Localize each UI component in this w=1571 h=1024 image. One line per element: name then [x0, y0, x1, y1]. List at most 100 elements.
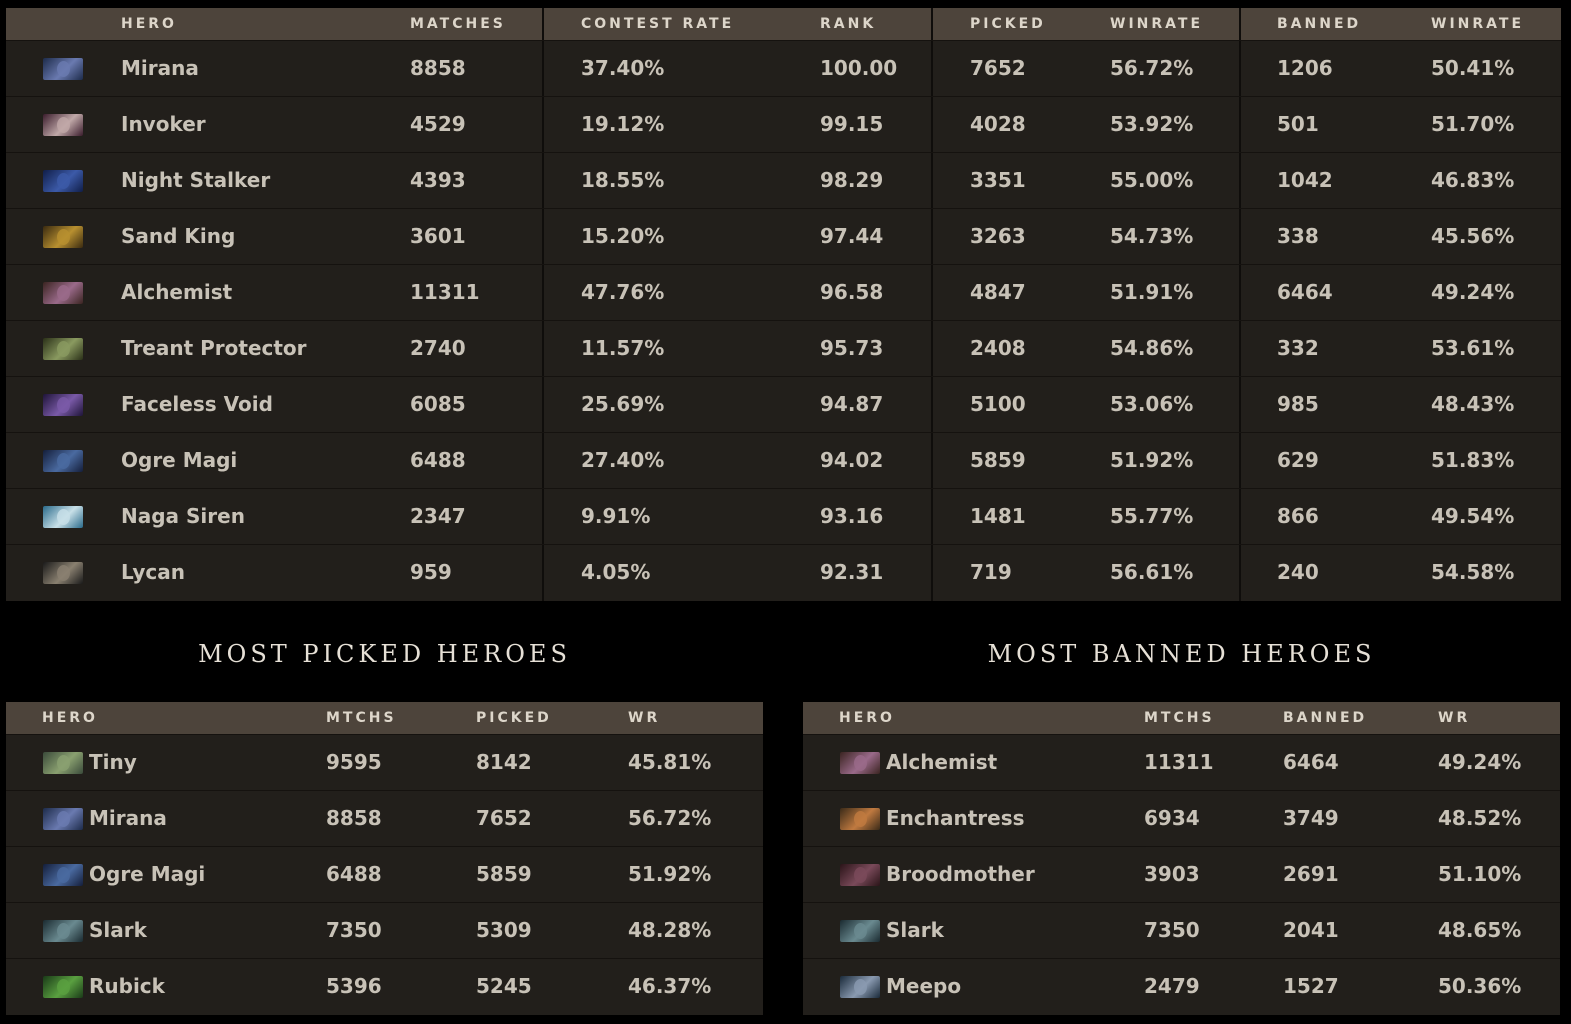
table-row[interactable]: Ogre Magi 6488 5859 51.92%: [6, 846, 763, 902]
matches-cell: 4393: [410, 168, 466, 192]
contest-rate-cell: 11.57%: [581, 336, 665, 360]
banned-winrate-cell: 49.54%: [1431, 504, 1515, 528]
table-header: HERO MTCHS PICKED WR: [6, 702, 763, 734]
contest-rate-cell: 19.12%: [581, 112, 665, 136]
table-row[interactable]: Invoker 4529 19.12% 99.15 4028 53.92% 501 51.70…: [6, 96, 1561, 152]
contest-rate-cell: 18.55%: [581, 168, 665, 192]
column-header-winrate[interactable]: WR: [628, 710, 661, 726]
alchemist-portrait-icon: [840, 752, 880, 774]
hero-name: Rubick: [89, 974, 165, 998]
column-header-hero[interactable]: HERO: [121, 16, 177, 32]
hero-name: Ogre Magi: [89, 862, 206, 886]
column-header-banned[interactable]: BANNED: [1283, 710, 1368, 726]
picked-winrate-cell: 55.77%: [1110, 504, 1194, 528]
faceless-void-portrait-icon: [43, 394, 83, 416]
column-header-picked-winrate[interactable]: WINRATE: [1110, 16, 1204, 32]
hero-name: Sand King: [121, 224, 236, 248]
invoker-portrait-icon: [43, 114, 83, 136]
hero-name: Slark: [89, 918, 147, 942]
hero-name: Alchemist: [886, 750, 998, 774]
matches-cell: 6488: [410, 448, 466, 472]
picked-cell: 2408: [970, 336, 1026, 360]
hero-rank-table: HERO MATCHES CONTEST RATE RANK PICKED WI…: [6, 8, 1561, 601]
table-row[interactable]: Night Stalker 4393 18.55% 98.29 3351 55.00% 10…: [6, 152, 1561, 208]
banned-cell: 338: [1277, 224, 1319, 248]
column-header-hero[interactable]: HERO: [42, 710, 98, 726]
matches-cell: 8858: [326, 806, 382, 830]
treant-protector-portrait-icon: [43, 338, 83, 360]
table-row[interactable]: Faceless Void 6085 25.69% 94.87 5100 53.06% 98…: [6, 376, 1561, 432]
table-row[interactable]: Alchemist 11311 6464 49.24%: [803, 734, 1560, 790]
hero-name: Alchemist: [121, 280, 233, 304]
table-row[interactable]: Enchantress 6934 3749 48.52%: [803, 790, 1560, 846]
column-header-contest-rate[interactable]: CONTEST RATE: [581, 16, 735, 32]
hero-name: Broodmother: [886, 862, 1035, 886]
picked-cell: 719: [970, 560, 1012, 584]
column-header-rank[interactable]: RANK: [820, 16, 877, 32]
contest-rate-cell: 15.20%: [581, 224, 665, 248]
table-row[interactable]: Sand King 3601 15.20% 97.44 3263 54.73% 338 45.…: [6, 208, 1561, 264]
rank-cell: 92.31: [820, 560, 884, 584]
lycan-portrait-icon: [43, 562, 83, 584]
table-row[interactable]: Naga Siren 2347 9.91% 93.16 1481 55.77% 866 49.…: [6, 488, 1561, 544]
picked-cell: 7652: [476, 806, 532, 830]
alchemist-portrait-icon: [43, 282, 83, 304]
enchantress-portrait-icon: [840, 808, 880, 830]
picked-winrate-cell: 51.92%: [1110, 448, 1194, 472]
matches-cell: 11311: [1144, 750, 1214, 774]
mirana-portrait-icon: [43, 58, 83, 80]
banned-cell: 866: [1277, 504, 1319, 528]
hero-name: Night Stalker: [121, 168, 271, 192]
naga-siren-portrait-icon: [43, 506, 83, 528]
column-header-banned[interactable]: BANNED: [1277, 16, 1362, 32]
banned-winrate-cell: 54.58%: [1431, 560, 1515, 584]
column-header-picked[interactable]: PICKED: [476, 710, 552, 726]
table-row[interactable]: Rubick 5396 5245 46.37%: [6, 958, 763, 1014]
table-row[interactable]: Lycan 959 4.05% 92.31 719 56.61% 240 54.58%: [6, 544, 1561, 600]
table-row[interactable]: Slark 7350 5309 48.28%: [6, 902, 763, 958]
table-row[interactable]: Mirana 8858 37.40% 100.00 7652 56.72% 1206 50.4…: [6, 40, 1561, 96]
rank-cell: 100.00: [820, 56, 898, 80]
table-row[interactable]: Mirana 8858 7652 56.72%: [6, 790, 763, 846]
slark-portrait-icon: [840, 920, 880, 942]
banned-winrate-cell: 51.70%: [1431, 112, 1515, 136]
column-header-matches[interactable]: MTCHS: [1144, 710, 1215, 726]
banned-cell: 1527: [1283, 974, 1339, 998]
hero-name: Ogre Magi: [121, 448, 238, 472]
column-header-banned-winrate[interactable]: WINRATE: [1431, 16, 1525, 32]
picked-cell: 8142: [476, 750, 532, 774]
column-header-hero[interactable]: HERO: [839, 710, 895, 726]
table-row[interactable]: Broodmother 3903 2691 51.10%: [803, 846, 1560, 902]
hero-name: Mirana: [121, 56, 199, 80]
matches-cell: 4529: [410, 112, 466, 136]
table-row[interactable]: Treant Protector 2740 11.57% 95.73 2408 54.86…: [6, 320, 1561, 376]
column-header-picked[interactable]: PICKED: [970, 16, 1046, 32]
column-header-matches[interactable]: MTCHS: [326, 710, 397, 726]
table-row[interactable]: Tiny 9595 8142 45.81%: [6, 734, 763, 790]
winrate-cell: 48.52%: [1438, 806, 1522, 830]
banned-cell: 3749: [1283, 806, 1339, 830]
banned-cell: 6464: [1283, 750, 1339, 774]
matches-cell: 2347: [410, 504, 466, 528]
picked-winrate-cell: 56.72%: [1110, 56, 1194, 80]
picked-winrate-cell: 51.91%: [1110, 280, 1194, 304]
column-header-matches[interactable]: MATCHES: [410, 16, 506, 32]
contest-rate-cell: 47.76%: [581, 280, 665, 304]
hero-name: Lycan: [121, 560, 186, 584]
rank-cell: 97.44: [820, 224, 884, 248]
column-header-winrate[interactable]: WR: [1438, 710, 1471, 726]
picked-cell: 5859: [476, 862, 532, 886]
hero-name: Enchantress: [886, 806, 1025, 830]
matches-cell: 8858: [410, 56, 466, 80]
banned-winrate-cell: 49.24%: [1431, 280, 1515, 304]
matches-cell: 2740: [410, 336, 466, 360]
picked-cell: 5859: [970, 448, 1026, 472]
hero-name: Invoker: [121, 112, 206, 136]
table-header: HERO MATCHES CONTEST RATE RANK PICKED WI…: [6, 8, 1561, 40]
table-row[interactable]: Slark 7350 2041 48.65%: [803, 902, 1560, 958]
picked-winrate-cell: 56.61%: [1110, 560, 1194, 584]
table-row[interactable]: Meepo 2479 1527 50.36%: [803, 958, 1560, 1014]
sand-king-portrait-icon: [43, 226, 83, 248]
table-row[interactable]: Alchemist 11311 47.76% 96.58 4847 51.91% 6464 4…: [6, 264, 1561, 320]
table-row[interactable]: Ogre Magi 6488 27.40% 94.02 5859 51.92% 629 51.…: [6, 432, 1561, 488]
